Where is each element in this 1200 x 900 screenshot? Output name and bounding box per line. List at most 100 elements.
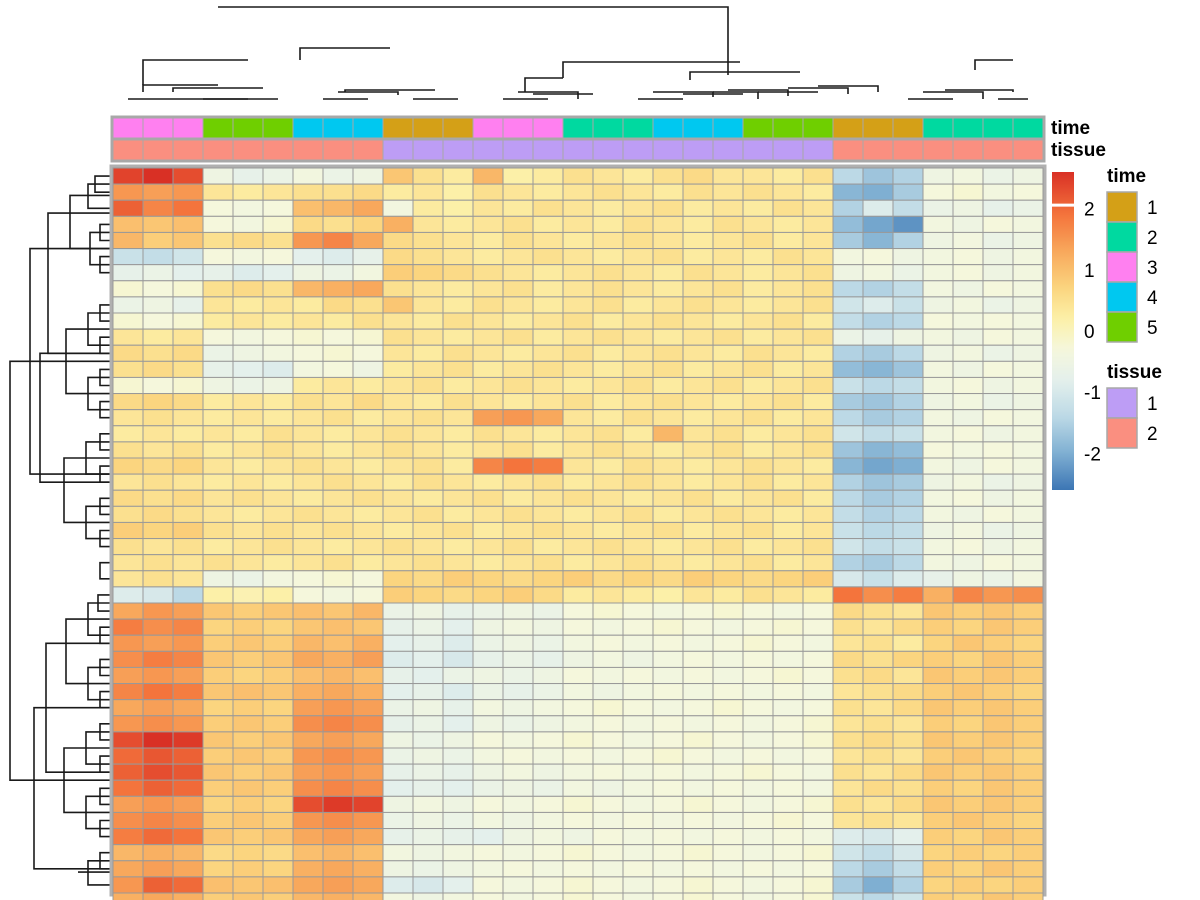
heatmap-cell xyxy=(202,650,234,668)
heatmap-cell xyxy=(172,844,204,862)
heatmap-cell xyxy=(532,731,564,749)
heatmap-cell xyxy=(652,199,684,217)
heatmap-cell xyxy=(1012,215,1044,233)
heatmap-cell xyxy=(622,731,654,749)
heatmap-cell xyxy=(892,570,924,588)
heatmap-cell xyxy=(802,248,834,266)
heatmap-cell xyxy=(682,876,714,894)
heatmap-cell xyxy=(772,634,804,652)
heatmap-cell xyxy=(892,312,924,330)
heatmap-cell xyxy=(982,666,1014,685)
legend-swatch[interactable] xyxy=(1106,387,1138,419)
heatmap-cell xyxy=(382,441,414,459)
heatmap-cell xyxy=(952,554,984,572)
heatmap-cell xyxy=(532,505,564,523)
heatmap-cell xyxy=(292,715,324,733)
heatmap-cell xyxy=(202,666,234,685)
legend-swatch[interactable] xyxy=(1106,191,1138,223)
legend-swatch[interactable] xyxy=(1106,251,1138,283)
heatmap-cell xyxy=(952,586,984,604)
heatmap-cell xyxy=(592,296,624,314)
heatmap-cell xyxy=(172,570,204,588)
heatmap-row xyxy=(112,570,1044,588)
heatmap-cell xyxy=(142,876,174,894)
heatmap-row xyxy=(112,328,1044,346)
heatmap-cell xyxy=(502,876,534,894)
heatmap-cell xyxy=(382,795,414,813)
heatmap-cell xyxy=(142,344,174,362)
heatmap-cell xyxy=(862,828,894,846)
dendrogram-link xyxy=(9,360,111,782)
heatmap-cell xyxy=(142,538,174,556)
heatmap-cell xyxy=(922,409,954,427)
heatmap-cell xyxy=(292,441,324,459)
heatmap-cell xyxy=(562,586,594,604)
heatmap-cell xyxy=(472,312,504,330)
heatmap-cell xyxy=(862,167,894,185)
heatmap-cell xyxy=(382,264,414,282)
legend-item-label: 2 xyxy=(1147,424,1158,445)
heatmap-cell xyxy=(772,521,804,540)
heatmap-cell xyxy=(292,296,324,314)
heatmap-cell xyxy=(352,634,384,652)
heatmap-cell xyxy=(982,570,1014,588)
heatmap-cell xyxy=(442,715,474,733)
heatmap-cell xyxy=(232,634,264,652)
heatmap-cell xyxy=(382,505,414,523)
heatmap-cell xyxy=(262,296,294,314)
heatmap-cell xyxy=(202,586,234,604)
heatmap-cell xyxy=(712,425,744,443)
heatmap-cell xyxy=(382,570,414,588)
heatmap-cell xyxy=(562,457,594,475)
heatmap-cell xyxy=(502,328,534,346)
heatmap-cell xyxy=(562,521,594,540)
heatmap-cell xyxy=(442,248,474,266)
annotation-cell xyxy=(802,117,834,139)
heatmap-cell xyxy=(412,570,444,588)
heatmap-cell xyxy=(232,747,264,765)
heatmap-cell xyxy=(562,666,594,685)
heatmap-cell xyxy=(1012,473,1044,491)
heatmap-cell xyxy=(442,505,474,523)
heatmap-cell xyxy=(682,892,714,900)
heatmap-cell xyxy=(712,666,744,685)
heatmap-cell xyxy=(742,393,774,411)
legend-swatch[interactable] xyxy=(1106,281,1138,313)
heatmap-cell xyxy=(832,602,864,620)
heatmap-cell xyxy=(772,360,804,378)
heatmap-cell xyxy=(172,376,204,395)
heatmap-cell xyxy=(532,344,564,362)
heatmap-cell xyxy=(682,634,714,652)
heatmap-cell xyxy=(262,860,294,878)
heatmap-cell xyxy=(352,811,384,830)
heatmap-cell xyxy=(742,618,774,636)
heatmap-cell xyxy=(292,328,324,346)
heatmap-cell xyxy=(532,795,564,813)
heatmap-cell xyxy=(562,683,594,701)
heatmap-cell xyxy=(322,731,354,749)
heatmap-row xyxy=(112,892,1044,900)
heatmap-cell xyxy=(922,473,954,491)
heatmap-cell xyxy=(862,441,894,459)
heatmap-cell xyxy=(472,264,504,282)
heatmap-cell xyxy=(952,328,984,346)
heatmap-cell xyxy=(652,763,684,781)
heatmap-cell xyxy=(832,409,864,427)
heatmap-cell xyxy=(262,312,294,330)
legend-swatch[interactable] xyxy=(1106,311,1138,343)
legend-swatch[interactable] xyxy=(1106,417,1138,449)
heatmap-cell xyxy=(742,876,774,894)
heatmap-cell xyxy=(1012,489,1044,507)
heatmap-cell xyxy=(1012,666,1044,685)
heatmap-cell xyxy=(1012,634,1044,652)
heatmap-row xyxy=(112,457,1044,475)
legend-swatch[interactable] xyxy=(1106,221,1138,253)
heatmap-cell xyxy=(742,731,774,749)
heatmap-cell xyxy=(772,570,804,588)
heatmap-cell xyxy=(862,779,894,797)
heatmap-cell xyxy=(682,360,714,378)
heatmap-cell xyxy=(142,409,174,427)
heatmap-cell xyxy=(952,634,984,652)
